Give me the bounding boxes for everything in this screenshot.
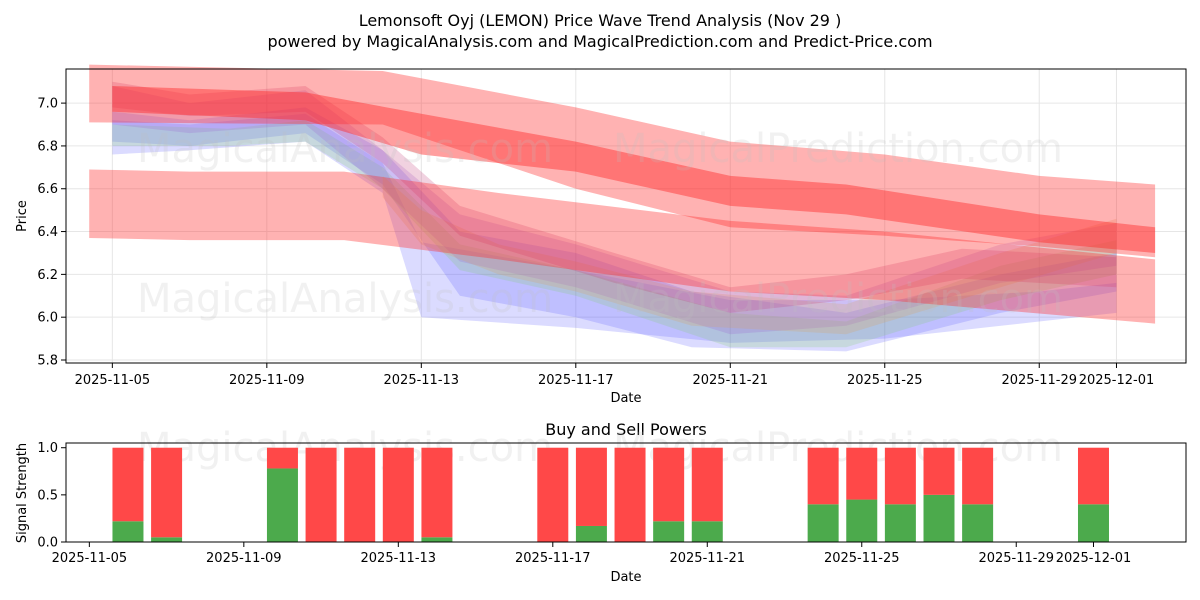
sell-bar — [344, 447, 376, 542]
buy-bar — [962, 504, 994, 542]
watermark-analysis-mid: MagicalAnalysis.com — [137, 276, 553, 322]
sell-bar — [962, 447, 994, 505]
price-y-tick-label: 6.0 — [37, 311, 58, 326]
signal-x-tick-label: 2025-11-17 — [515, 551, 591, 566]
signal-y-tick-label: 0.0 — [37, 536, 58, 551]
sell-bar — [923, 447, 955, 495]
price-plot-frame — [65, 68, 1187, 364]
wave-band-1 — [112, 113, 1117, 343]
sell-bar — [112, 447, 144, 522]
watermark-prediction-mid: MagicalPrediction.com — [613, 276, 1063, 322]
sell-bar — [266, 447, 298, 469]
signal-x-tick-label: 2025-11-05 — [52, 551, 128, 566]
signal-x-axis: 2025-11-05 2025-11-09 2025-11-13 2025-11-17… — [52, 542, 1132, 566]
trend-band-1 — [89, 64, 1156, 258]
price-y-label: Price — [15, 200, 30, 232]
wave-band-5 — [382, 175, 1117, 335]
price-x-tick-label: 2025-11-21 — [692, 373, 768, 388]
buy-bar — [884, 504, 916, 542]
buy-bar — [266, 468, 298, 542]
price-bands — [89, 64, 1156, 352]
buy-bar — [575, 525, 607, 542]
trend-band-3 — [112, 86, 1156, 253]
price-x-tick-label: 2025-11-05 — [75, 373, 151, 388]
sell-bar — [653, 447, 685, 522]
sell-bar — [846, 447, 878, 500]
price-y-tick-label: 6.2 — [37, 268, 58, 283]
watermark-analysis-top: MagicalAnalysis.com — [137, 126, 553, 172]
signal-y-label: Signal Strength — [15, 443, 30, 543]
price-y-tick-label: 5.8 — [37, 354, 58, 369]
price-x-tick-label: 2025-12-01 — [1079, 373, 1155, 388]
sell-bar — [537, 447, 569, 542]
price-y-axis: 5.8 6.0 6.2 6.4 6.6 6.8 7.0 — [37, 97, 66, 369]
sell-bar — [1077, 447, 1109, 505]
signal-plot-frame — [65, 442, 1187, 543]
chart-subtitle: powered by MagicalAnalysis.com and Magic… — [267, 32, 932, 51]
price-x-label: Date — [610, 391, 641, 406]
signal-x-label: Date — [610, 570, 641, 585]
wave-band-4 — [112, 86, 1117, 335]
price-x-axis: 2025-11-05 2025-11-09 2025-11-13 2025-11-17… — [75, 363, 1155, 388]
buy-bar — [653, 521, 685, 542]
price-y-tick-label: 6.8 — [37, 139, 58, 154]
sell-bar — [614, 447, 646, 542]
price-x-tick-label: 2025-11-29 — [1001, 373, 1077, 388]
signal-y-tick-label: 0.5 — [37, 488, 58, 503]
buy-bar — [691, 521, 723, 542]
signal-y-axis: 0.0 0.5 1.0 — [37, 441, 66, 551]
signal-x-tick-label: 2025-12-01 — [1056, 551, 1132, 566]
signal-panel: Buy and Sell Powers MagicalAnalysis.com … — [15, 420, 1187, 585]
buy-bar — [1077, 504, 1109, 542]
signal-x-tick-label: 2025-11-09 — [206, 551, 282, 566]
wave-band-6 — [112, 81, 1117, 313]
buy-bar — [151, 537, 183, 542]
price-y-tick-label: 6.4 — [37, 225, 58, 240]
price-x-tick-label: 2025-11-25 — [847, 373, 923, 388]
price-x-tick-label: 2025-11-17 — [538, 373, 614, 388]
sell-bar — [305, 447, 337, 542]
sell-bar — [151, 447, 183, 538]
buy-bar — [807, 504, 839, 542]
buy-bar — [846, 499, 878, 542]
sell-bar — [807, 447, 839, 505]
trend-band-2 — [89, 169, 1156, 324]
wave-band-2 — [112, 107, 1117, 352]
watermark-prediction-top: MagicalPrediction.com — [613, 126, 1063, 172]
signal-x-tick-label: 2025-11-25 — [824, 551, 900, 566]
sell-bar — [421, 447, 453, 538]
price-y-tick-label: 6.6 — [37, 182, 58, 197]
signal-x-tick-label: 2025-11-29 — [978, 551, 1054, 566]
chart-title: Lemonsoft Oyj (LEMON) Price Wave Trend A… — [359, 11, 842, 30]
sell-bar — [382, 447, 414, 542]
buy-bar — [421, 537, 453, 542]
signal-y-tick-label: 1.0 — [37, 441, 58, 456]
signal-x-tick-label: 2025-11-13 — [361, 551, 437, 566]
sell-bar — [575, 447, 607, 526]
buy-bar — [923, 494, 955, 542]
wave-band-3 — [112, 120, 1117, 348]
signal-x-tick-label: 2025-11-21 — [669, 551, 745, 566]
price-gridlines — [66, 69, 1186, 363]
price-y-tick-label: 7.0 — [37, 97, 58, 112]
price-panel: MagicalAnalysis.com MagicalPrediction.co… — [15, 64, 1187, 406]
signal-bars — [112, 447, 1109, 542]
signal-title: Buy and Sell Powers — [545, 420, 707, 439]
price-x-tick-label: 2025-11-13 — [384, 373, 460, 388]
buy-bar — [112, 521, 144, 542]
sell-bar — [884, 447, 916, 505]
price-x-tick-label: 2025-11-09 — [229, 373, 305, 388]
sell-bar — [691, 447, 723, 522]
